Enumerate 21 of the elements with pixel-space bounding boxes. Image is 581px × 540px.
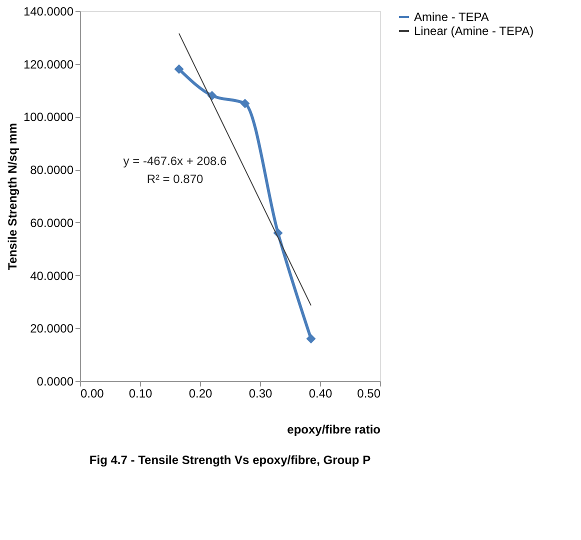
y-tick-label: 20.0000 (30, 322, 74, 336)
y-tick-label: 60.0000 (30, 216, 74, 230)
y-axis-title: Tensile Strength N/sq mm (5, 122, 20, 270)
y-tick-label: 40.0000 (30, 268, 74, 283)
legend-label: Linear (Amine - TEPA) (414, 24, 534, 38)
x-axis-title: epoxy/fibre ratio (287, 422, 380, 436)
legend-label: Amine - TEPA (414, 10, 489, 24)
y-tick-label: 80.0000 (30, 163, 74, 178)
y-tick-label: 140.0000 (23, 4, 74, 18)
x-tick-label: 0.00 (80, 386, 104, 400)
y-tick-label: 120.0000 (23, 57, 74, 72)
text: Fig 4.7 - Tensile Strength Vs epoxy/fibre, Group P (89, 453, 371, 467)
annotation: y = -467.6x + 208.6 (123, 154, 228, 168)
x-tick-label: 0.40 (308, 386, 332, 400)
annotation: R² = 0.870 (146, 172, 204, 186)
y-tick-label: 100.0000 (23, 110, 74, 124)
x-tick-label: 0.10 (128, 386, 152, 400)
x-tick-label: 0.30 (248, 386, 272, 400)
x-tick-label: 0.50 (357, 386, 381, 400)
y-tick-label: 0.0000 (36, 374, 74, 388)
x-tick-label: 0.20 (188, 386, 212, 400)
